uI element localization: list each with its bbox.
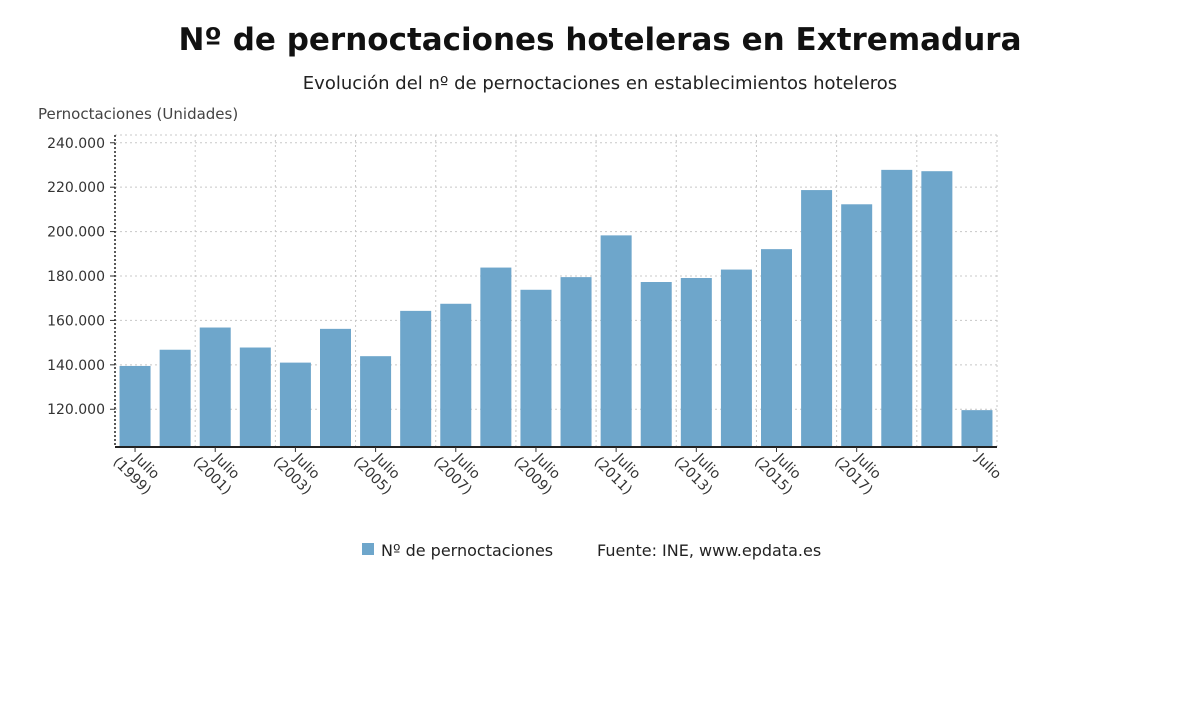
bar [761,249,792,447]
y-tick-label: 120.000 [47,402,105,418]
x-tick-label: Julio(2007) [430,442,486,498]
legend-label: Nº de pernoctaciones [381,541,553,560]
x-tick-label: Julio(2017) [831,442,887,498]
bar [480,267,512,447]
bar [720,269,752,447]
x-tick-label-line1: Julio [971,450,1004,483]
bar [119,365,151,447]
bar [680,278,712,447]
bar [841,204,873,447]
bar [921,171,953,447]
legend-swatch [362,543,374,555]
bar [159,349,191,447]
bar [320,328,351,447]
x-tick-label: Julio(2015) [751,442,807,498]
x-tick-label: Julio(2013) [671,442,727,498]
chart-title: Nº de pernoctaciones hoteleras en Extrem… [178,22,1022,58]
y-axis-label: Pernoctaciones (Unidades) [38,105,238,123]
y-tick-label: 240.000 [47,136,105,152]
y-tick-label: 160.000 [47,313,105,329]
y-tick-label: 220.000 [47,180,105,196]
bar [600,235,632,447]
y-tick-labels: 120.000 140.000 160.000 180.000 200.000 220.0… [47,136,105,418]
bar [199,327,231,447]
chart-subtitle: Evolución del nº de pernoctaciones en es… [302,73,898,94]
x-tick-label: Julio(2005) [350,442,406,498]
x-tick-label: Julio(2003) [270,442,326,498]
bar [881,169,913,447]
bar [560,277,592,447]
bar [961,410,993,447]
bar [400,310,432,447]
y-tick-label: 180.000 [47,269,105,285]
bars [119,169,993,447]
bar [239,347,271,447]
bar [520,289,552,447]
bar [801,190,833,447]
x-tick-label: Julio(2011) [591,442,647,498]
grid-lines [115,134,998,447]
x-tick-label: Julio [971,450,1004,483]
axes [110,135,997,452]
bar [279,362,311,447]
y-tick-label: 140.000 [47,358,105,374]
legend: Nº de pernoctaciones Fuente: INE, www.ep… [362,541,821,560]
bar [640,282,672,447]
x-tick-label: Julio(1999) [110,442,166,498]
x-tick-label: Julio(2009) [511,442,567,498]
x-tick-label: Julio(2001) [190,442,246,498]
source-text: Fuente: INE, www.epdata.es [597,541,821,560]
x-tick-labels: Julio(1999) Julio(2001) Julio(2003) Julio(2… [110,442,1004,498]
y-tick-label: 200.000 [47,225,105,241]
bar [360,356,392,447]
bar [440,303,472,447]
